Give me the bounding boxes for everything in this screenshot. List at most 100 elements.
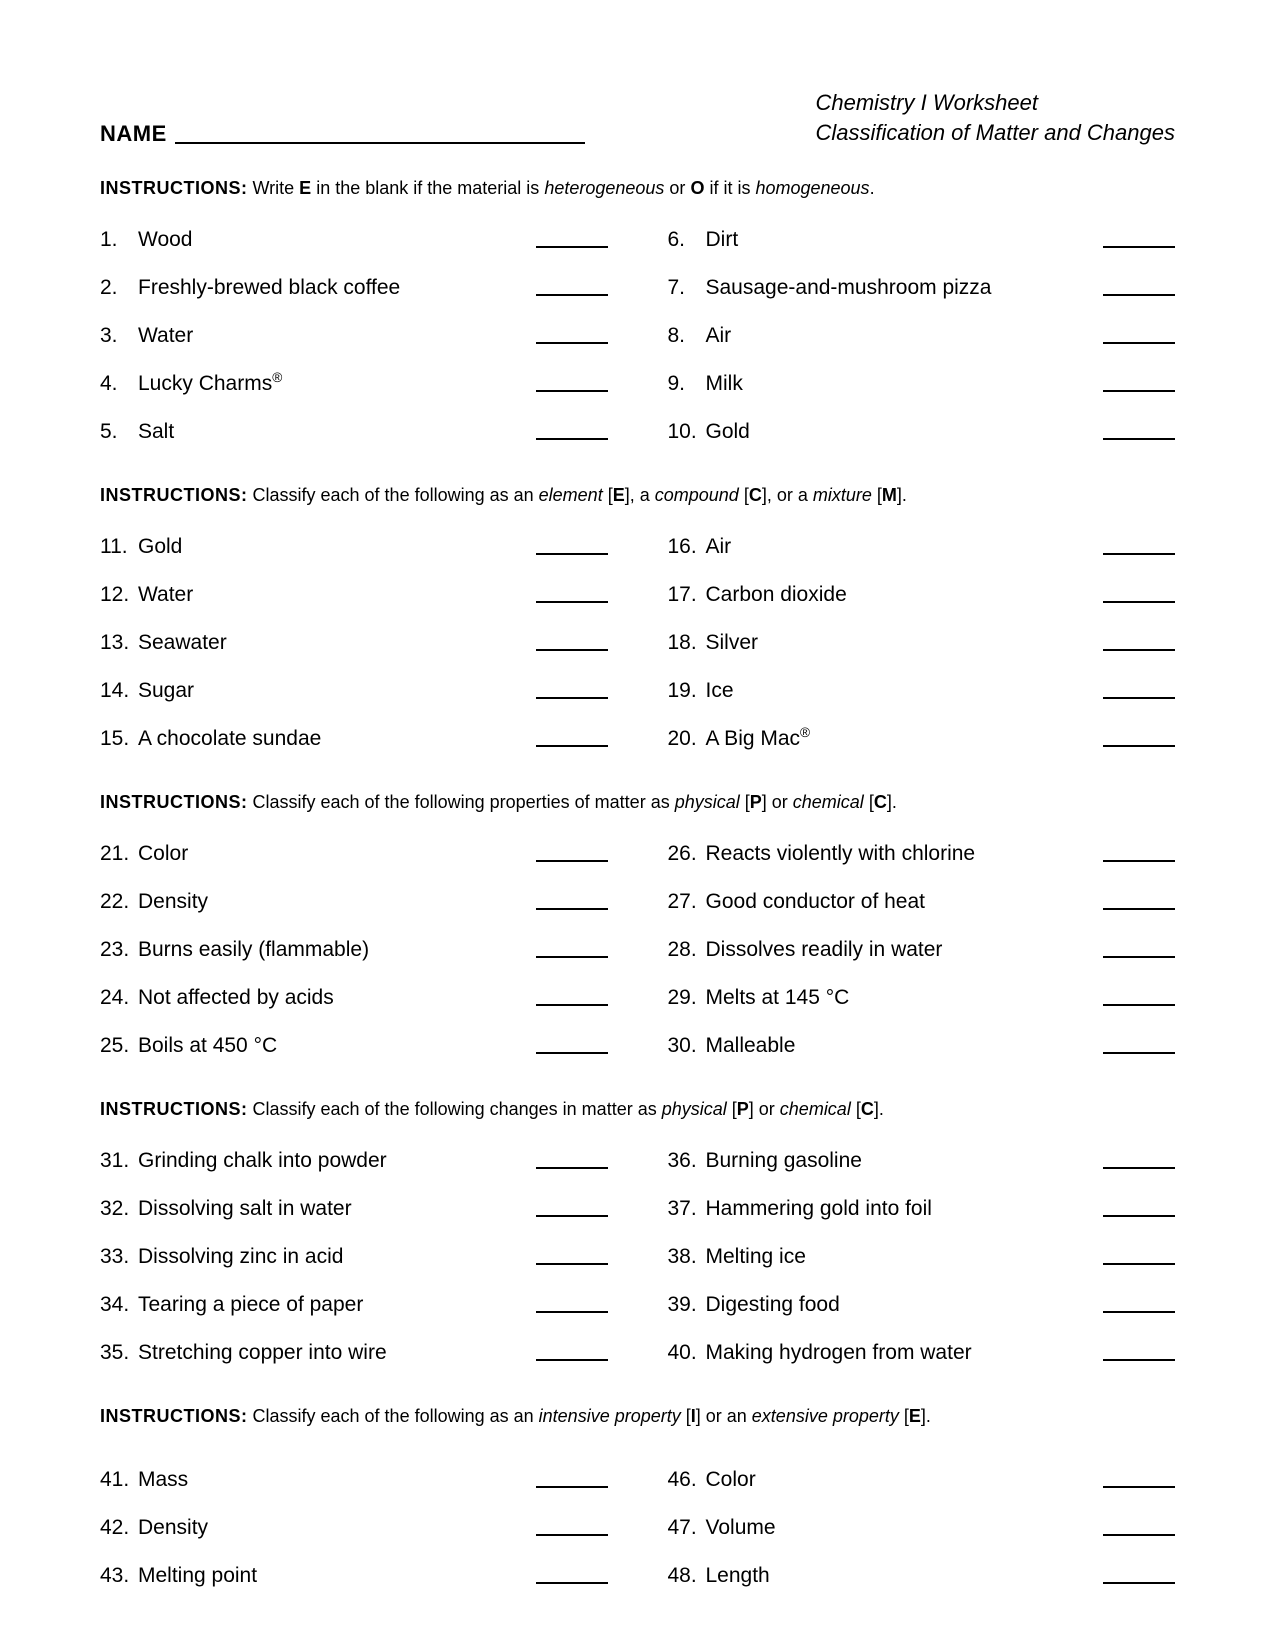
answer-blank[interactable] [1103, 1311, 1175, 1313]
question-grid: 11.Gold12.Water13.Seawater14.Sugar15.A c… [100, 523, 1175, 763]
answer-blank[interactable] [536, 390, 608, 392]
answer-blank[interactable] [536, 294, 608, 296]
question-row: 36.Burning gasoline [668, 1137, 1176, 1185]
question-row: 22.Density [100, 878, 608, 926]
answer-blank[interactable] [536, 745, 608, 747]
question-text: Boils at 450 °C [138, 1034, 536, 1058]
question-column-left: 11.Gold12.Water13.Seawater14.Sugar15.A c… [100, 523, 608, 763]
answer-blank[interactable] [536, 1486, 608, 1488]
question-column-left: 21.Color22.Density23.Burns easily (flamm… [100, 830, 608, 1070]
answer-blank[interactable] [1103, 601, 1175, 603]
answer-blank[interactable] [1103, 553, 1175, 555]
question-number: 2. [100, 276, 138, 300]
answer-blank[interactable] [1103, 649, 1175, 651]
question-text: Lucky Charms® [138, 372, 536, 396]
question-text: Salt [138, 420, 536, 444]
question-row: 29.Melts at 145 °C [668, 974, 1176, 1022]
question-number: 27. [668, 890, 706, 914]
question-number: 43. [100, 1564, 138, 1588]
question-number: 33. [100, 1245, 138, 1269]
answer-blank[interactable] [536, 697, 608, 699]
question-row: 23.Burns easily (flammable) [100, 926, 608, 974]
answer-blank[interactable] [1103, 1052, 1175, 1054]
question-number: 19. [668, 679, 706, 703]
question-column-right: 46.Color47.Volume48.Length [668, 1456, 1176, 1600]
question-row: 27.Good conductor of heat [668, 878, 1176, 926]
question-row: 5.Salt [100, 408, 608, 456]
question-row: 31.Grinding chalk into powder [100, 1137, 608, 1185]
question-text: Melting ice [706, 1245, 1104, 1269]
answer-blank[interactable] [536, 1052, 608, 1054]
question-text: Air [706, 535, 1104, 559]
answer-blank[interactable] [536, 649, 608, 651]
answer-blank[interactable] [1103, 294, 1175, 296]
answer-blank[interactable] [536, 908, 608, 910]
answer-blank[interactable] [536, 956, 608, 958]
question-row: 1.Wood [100, 216, 608, 264]
answer-blank[interactable] [1103, 908, 1175, 910]
answer-blank[interactable] [536, 860, 608, 862]
question-number: 7. [668, 276, 706, 300]
question-text: Tearing a piece of paper [138, 1293, 536, 1317]
question-text: Melts at 145 °C [706, 986, 1104, 1010]
question-row: 20.A Big Mac® [668, 715, 1176, 763]
question-number: 10. [668, 420, 706, 444]
answer-blank[interactable] [536, 1359, 608, 1361]
answer-blank[interactable] [1103, 1215, 1175, 1217]
question-text: Mass [138, 1468, 536, 1492]
answer-blank[interactable] [1103, 860, 1175, 862]
question-number: 35. [100, 1341, 138, 1365]
answer-blank[interactable] [1103, 1167, 1175, 1169]
answer-blank[interactable] [1103, 697, 1175, 699]
question-row: 9.Milk [668, 360, 1176, 408]
question-row: 26.Reacts violently with chlorine [668, 830, 1176, 878]
answer-blank[interactable] [1103, 342, 1175, 344]
question-row: 30.Malleable [668, 1022, 1176, 1070]
question-number: 20. [668, 727, 706, 751]
answer-blank[interactable] [1103, 390, 1175, 392]
question-row: 37.Hammering gold into foil [668, 1185, 1176, 1233]
answer-blank[interactable] [1103, 745, 1175, 747]
answer-blank[interactable] [1103, 1486, 1175, 1488]
answer-blank[interactable] [536, 1582, 608, 1584]
question-row: 8.Air [668, 312, 1176, 360]
answer-blank[interactable] [1103, 1359, 1175, 1361]
answer-blank[interactable] [536, 553, 608, 555]
question-row: 2.Freshly-brewed black coffee [100, 264, 608, 312]
answer-blank[interactable] [1103, 956, 1175, 958]
worksheet-page: NAME Chemistry I Worksheet Classificatio… [0, 0, 1275, 1640]
question-text: Color [706, 1468, 1104, 1492]
answer-blank[interactable] [536, 1311, 608, 1313]
answer-blank[interactable] [1103, 1004, 1175, 1006]
question-row: 32.Dissolving salt in water [100, 1185, 608, 1233]
sections: INSTRUCTIONS: Write E in the blank if th… [100, 175, 1175, 1600]
question-number: 15. [100, 727, 138, 751]
question-number: 24. [100, 986, 138, 1010]
question-row: 14.Sugar [100, 667, 608, 715]
header-row: NAME Chemistry I Worksheet Classificatio… [100, 88, 1175, 147]
answer-blank[interactable] [1103, 1582, 1175, 1584]
question-row: 7.Sausage-and-mushroom pizza [668, 264, 1176, 312]
answer-blank[interactable] [1103, 438, 1175, 440]
answer-blank[interactable] [536, 1534, 608, 1536]
answer-blank[interactable] [536, 1004, 608, 1006]
question-row: 19.Ice [668, 667, 1176, 715]
question-row: 24.Not affected by acids [100, 974, 608, 1022]
answer-blank[interactable] [1103, 1534, 1175, 1536]
question-row: 46.Color [668, 1456, 1176, 1504]
answer-blank[interactable] [536, 1167, 608, 1169]
question-text: Stretching copper into wire [138, 1341, 536, 1365]
answer-blank[interactable] [536, 342, 608, 344]
answer-blank[interactable] [536, 1215, 608, 1217]
answer-blank[interactable] [1103, 1263, 1175, 1265]
answer-blank[interactable] [536, 601, 608, 603]
answer-blank[interactable] [536, 1263, 608, 1265]
question-column-right: 26.Reacts violently with chlorine27.Good… [668, 830, 1176, 1070]
name-input-line[interactable] [175, 142, 585, 144]
worksheet-subtitle: Classification of Matter and Changes [815, 118, 1175, 148]
answer-blank[interactable] [536, 246, 608, 248]
instructions: INSTRUCTIONS: Classify each of the follo… [100, 1403, 1175, 1430]
question-row: 15.A chocolate sundae [100, 715, 608, 763]
answer-blank[interactable] [1103, 246, 1175, 248]
answer-blank[interactable] [536, 438, 608, 440]
